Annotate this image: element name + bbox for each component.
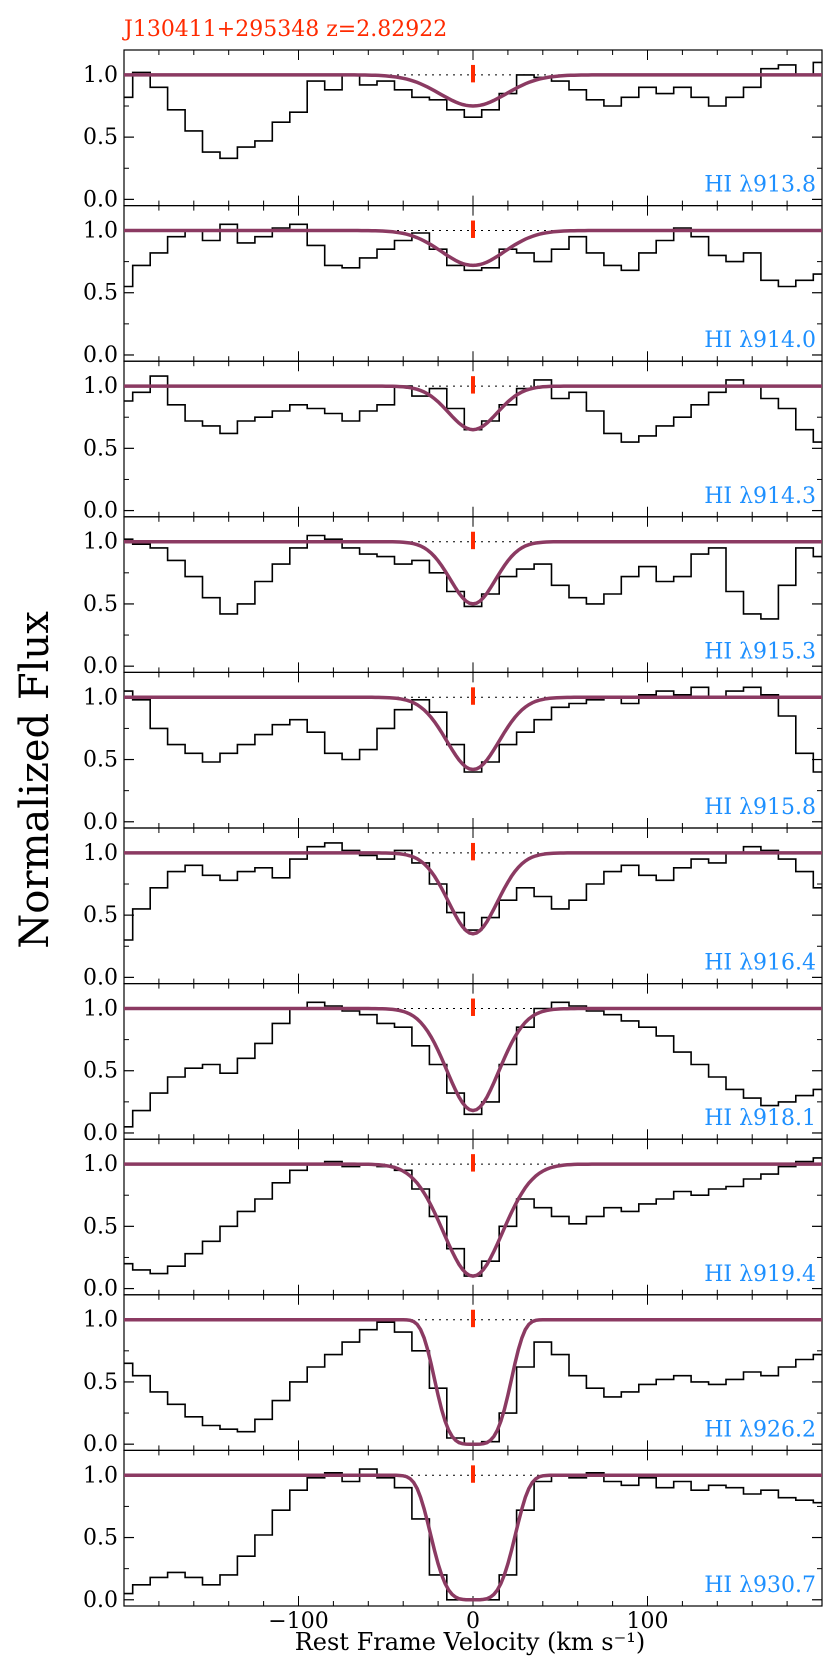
ion-label: HI λ926.2 xyxy=(704,1417,816,1442)
spectrum-trace xyxy=(124,686,822,773)
y-tick-label: 0.5 xyxy=(83,748,118,773)
x-tick-label: 100 xyxy=(627,1609,669,1634)
spectrum-panel-4: 0.0 0.5 1.0 HI λ915.3 xyxy=(83,516,823,679)
y-axis-label: Normalized Flux xyxy=(12,611,58,949)
ion-label: HI λ916.4 xyxy=(704,951,816,976)
x-tick-label: −100 xyxy=(268,1609,328,1634)
ion-label: HI λ915.8 xyxy=(704,795,816,820)
y-tick-label: 1.0 xyxy=(83,530,118,555)
y-tick-label: 0.5 xyxy=(83,1214,118,1239)
model-fit-curve xyxy=(124,228,822,268)
y-tick-label: 0.0 xyxy=(83,965,118,990)
y-tick-label: 0.0 xyxy=(83,1588,118,1613)
y-tick-label: 1.0 xyxy=(83,374,118,399)
y-tick-label: 0.5 xyxy=(83,281,118,306)
y-tick-label: 0.5 xyxy=(83,436,118,461)
spectrum-panel-1: 0.0 0.5 1.0 HI λ913.8 xyxy=(83,49,823,212)
y-tick-label: 0.5 xyxy=(83,1370,118,1395)
model-fit-curve xyxy=(124,73,822,108)
spectrum-panel-6: 0.0 0.5 1.0 HI λ916.4 xyxy=(83,827,823,990)
spectrum-trace xyxy=(124,842,822,941)
y-tick-label: 1.0 xyxy=(83,63,118,88)
x-tick-label: 0 xyxy=(466,1609,480,1634)
y-tick-label: 1.0 xyxy=(83,841,118,866)
spectrum-trace xyxy=(124,1157,822,1277)
y-tick-label: 0.5 xyxy=(83,1059,118,1084)
y-tick-label: 0.5 xyxy=(83,1526,118,1551)
panel-stack: 0.00.51.0HI λ913.80.00.51.0HI λ914.00.00… xyxy=(83,49,823,1634)
y-tick-label: 0.0 xyxy=(83,499,118,524)
y-tick-label: 0.0 xyxy=(83,343,118,368)
spectrum-panel-10: 0.0 0.5 1.0 HI λ930.7 xyxy=(83,1449,823,1613)
spectrum-trace xyxy=(124,534,822,620)
y-tick-label: 0.0 xyxy=(83,1121,118,1146)
y-tick-label: 1.0 xyxy=(83,1308,118,1333)
y-tick-label: 0.0 xyxy=(83,810,118,835)
spectrum-panel-7: 0.0 0.5 1.0 HI λ918.1 xyxy=(83,982,823,1146)
y-tick-label: 1.0 xyxy=(83,1152,118,1177)
spectrum-trace xyxy=(124,1001,822,1128)
chart-title: J130411+295348 z=2.82922 xyxy=(122,17,447,42)
ion-label: HI λ913.8 xyxy=(704,173,816,198)
model-fit-curve xyxy=(124,1162,822,1278)
y-tick-label: 0.0 xyxy=(83,1432,118,1457)
y-tick-label: 0.5 xyxy=(83,903,118,928)
spectrum-trace xyxy=(124,223,822,288)
ion-label: HI λ915.3 xyxy=(704,639,816,664)
model-fit-curve xyxy=(124,384,822,432)
spectrum-panel-2: 0.0 0.5 1.0 HI λ914.0 xyxy=(83,205,823,368)
model-fit-curve xyxy=(124,1317,822,1446)
ion-label: HI λ914.3 xyxy=(704,484,816,509)
model-fit-curve xyxy=(124,539,822,606)
y-tick-label: 1.0 xyxy=(83,218,118,243)
model-fit-curve xyxy=(124,1006,822,1113)
model-fit-curve xyxy=(124,1473,822,1602)
y-tick-label: 0.0 xyxy=(83,187,118,212)
ion-label: HI λ918.1 xyxy=(704,1106,816,1131)
spectrum-trace xyxy=(124,61,822,160)
y-tick-label: 0.0 xyxy=(83,1277,118,1302)
y-tick-label: 1.0 xyxy=(83,685,118,710)
ion-label: HI λ914.0 xyxy=(704,328,816,353)
spectrum-panel-9: 0.0 0.5 1.0 HI λ926.2 xyxy=(83,1294,823,1457)
ion-label: HI λ930.7 xyxy=(704,1573,816,1598)
spectrum-panel-3: 0.0 0.5 1.0 HI λ914.3 xyxy=(83,360,823,524)
model-fit-curve xyxy=(124,695,822,772)
spectrum-panel-5: 0.0 0.5 1.0 HI λ915.8 xyxy=(83,671,823,835)
x-axis-label: Rest Frame Velocity (km s⁻¹) xyxy=(295,1628,646,1656)
model-fit-curve xyxy=(124,851,822,936)
y-tick-label: 0.5 xyxy=(83,592,118,617)
ion-label: HI λ919.4 xyxy=(704,1262,816,1287)
y-tick-label: 1.0 xyxy=(83,996,118,1021)
y-tick-label: 0.5 xyxy=(83,125,118,150)
y-tick-label: 0.0 xyxy=(83,654,118,679)
y-tick-label: 1.0 xyxy=(83,1463,118,1488)
spectrum-panel-8: 0.0 0.5 1.0 HI λ919.4 xyxy=(83,1138,823,1302)
